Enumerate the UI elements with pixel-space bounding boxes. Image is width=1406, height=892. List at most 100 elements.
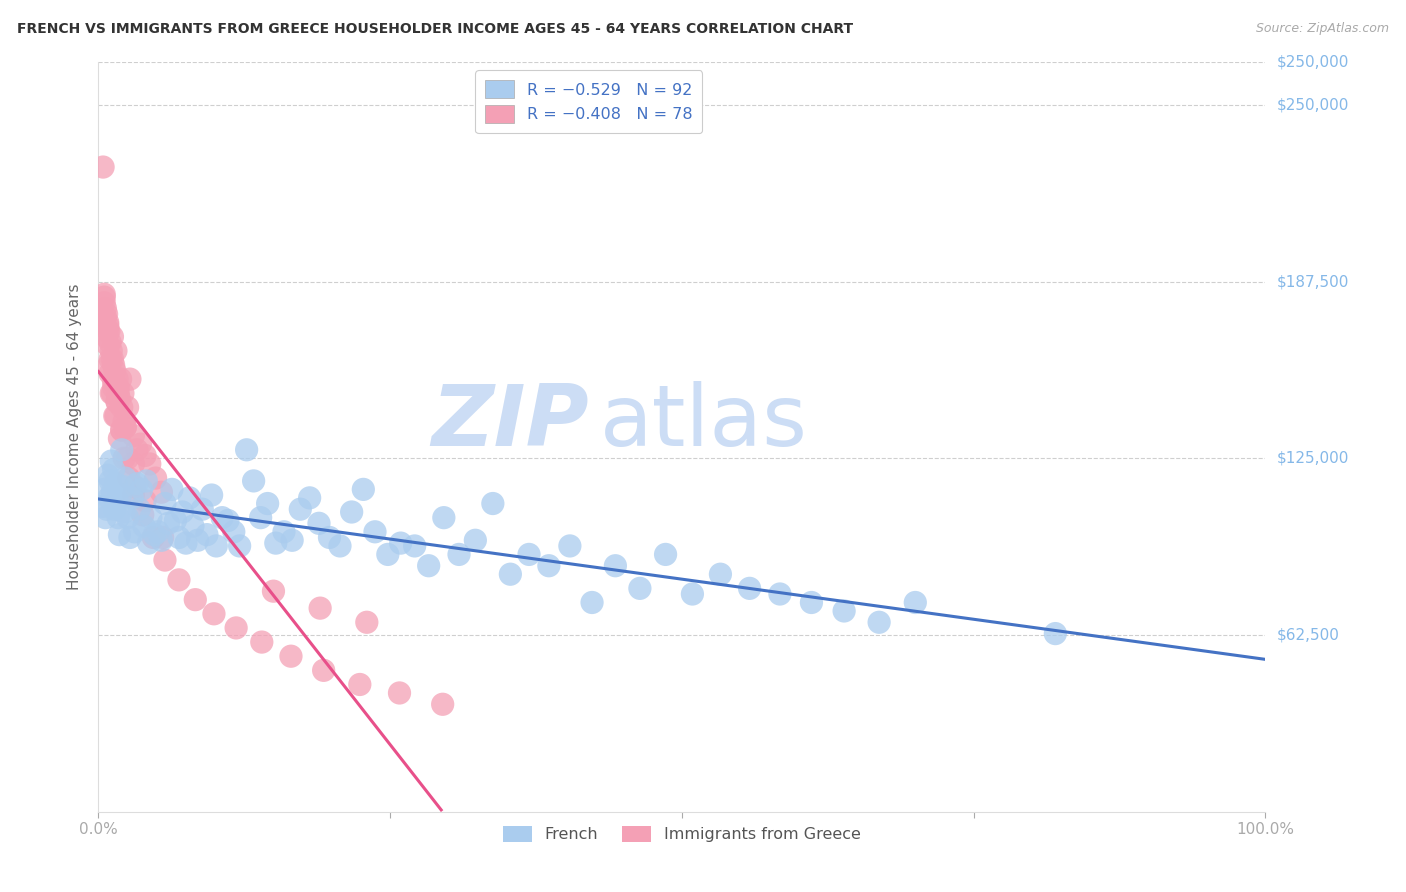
- Point: [165, 514, 187, 528]
- Point: [98, 335, 121, 350]
- Point: [211, 510, 233, 524]
- Point: [364, 524, 387, 539]
- Point: [290, 502, 312, 516]
- Point: [128, 502, 150, 516]
- Point: [96, 329, 118, 343]
- Point: [111, 442, 134, 457]
- Text: $250,000: $250,000: [1277, 55, 1348, 70]
- Point: [108, 392, 131, 406]
- Point: [352, 483, 374, 497]
- Point: [174, 536, 197, 550]
- Point: [122, 488, 145, 502]
- Point: [104, 364, 127, 378]
- Point: [104, 343, 127, 358]
- Point: [418, 558, 440, 573]
- Point: [100, 343, 122, 358]
- Point: [101, 386, 124, 401]
- Point: [250, 635, 273, 649]
- Point: [110, 488, 132, 502]
- Point: [172, 505, 194, 519]
- Point: [181, 519, 204, 533]
- Point: [117, 451, 139, 466]
- Point: [135, 474, 157, 488]
- Point: [114, 420, 136, 434]
- Text: atlas: atlas: [600, 381, 808, 464]
- Point: [108, 527, 131, 541]
- Point: [112, 505, 135, 519]
- Point: [93, 287, 115, 301]
- Point: [111, 423, 134, 437]
- Point: [153, 553, 176, 567]
- Point: [94, 301, 117, 316]
- Text: $125,000: $125,000: [1277, 450, 1348, 466]
- Point: [581, 595, 603, 609]
- Point: [117, 510, 139, 524]
- Text: $250,000: $250,000: [1277, 97, 1348, 112]
- Point: [738, 582, 761, 596]
- Point: [191, 502, 214, 516]
- Point: [97, 324, 120, 338]
- Point: [152, 531, 174, 545]
- Text: $187,500: $187,500: [1277, 274, 1348, 289]
- Point: [868, 615, 890, 630]
- Point: [125, 476, 148, 491]
- Point: [96, 307, 118, 321]
- Point: [356, 615, 378, 630]
- Point: [110, 372, 132, 386]
- Point: [139, 510, 162, 524]
- Point: [605, 558, 627, 573]
- Point: [111, 423, 134, 437]
- Point: [280, 649, 302, 664]
- Point: [308, 516, 330, 531]
- Point: [91, 160, 114, 174]
- Point: [118, 372, 141, 386]
- Point: [122, 457, 145, 471]
- Text: Source: ZipAtlas.com: Source: ZipAtlas.com: [1256, 22, 1389, 36]
- Point: [129, 437, 152, 451]
- Point: [97, 316, 120, 330]
- Point: [709, 567, 731, 582]
- Point: [107, 381, 129, 395]
- Point: [262, 584, 284, 599]
- Point: [256, 496, 278, 510]
- Point: [107, 386, 129, 401]
- Point: [167, 573, 190, 587]
- Point: [122, 428, 145, 442]
- Point: [96, 502, 118, 516]
- Point: [118, 471, 141, 485]
- Point: [111, 479, 134, 493]
- Point: [225, 621, 247, 635]
- Point: [112, 415, 135, 429]
- Point: [681, 587, 703, 601]
- Point: [112, 451, 135, 466]
- Point: [517, 548, 540, 562]
- Point: [153, 496, 176, 510]
- Point: [138, 536, 160, 550]
- Legend: R = −0.529   N = 92, R = −0.408   N = 78: R = −0.529 N = 92, R = −0.408 N = 78: [475, 70, 702, 133]
- Point: [124, 524, 146, 539]
- Point: [205, 539, 228, 553]
- Point: [134, 493, 156, 508]
- Point: [318, 531, 340, 545]
- Point: [97, 338, 120, 352]
- Point: [100, 386, 122, 401]
- Point: [139, 457, 162, 471]
- Point: [145, 471, 167, 485]
- Point: [312, 664, 335, 678]
- Point: [179, 491, 201, 505]
- Point: [195, 527, 218, 541]
- Point: [105, 493, 128, 508]
- Point: [377, 548, 399, 562]
- Point: [482, 496, 505, 510]
- Point: [132, 519, 155, 533]
- Point: [93, 483, 115, 497]
- Point: [499, 567, 522, 582]
- Point: [104, 409, 127, 423]
- Point: [298, 491, 321, 505]
- Point: [433, 510, 456, 524]
- Text: ZIP: ZIP: [430, 381, 589, 464]
- Point: [340, 505, 363, 519]
- Point: [114, 420, 136, 434]
- Point: [103, 358, 125, 372]
- Point: [235, 442, 257, 457]
